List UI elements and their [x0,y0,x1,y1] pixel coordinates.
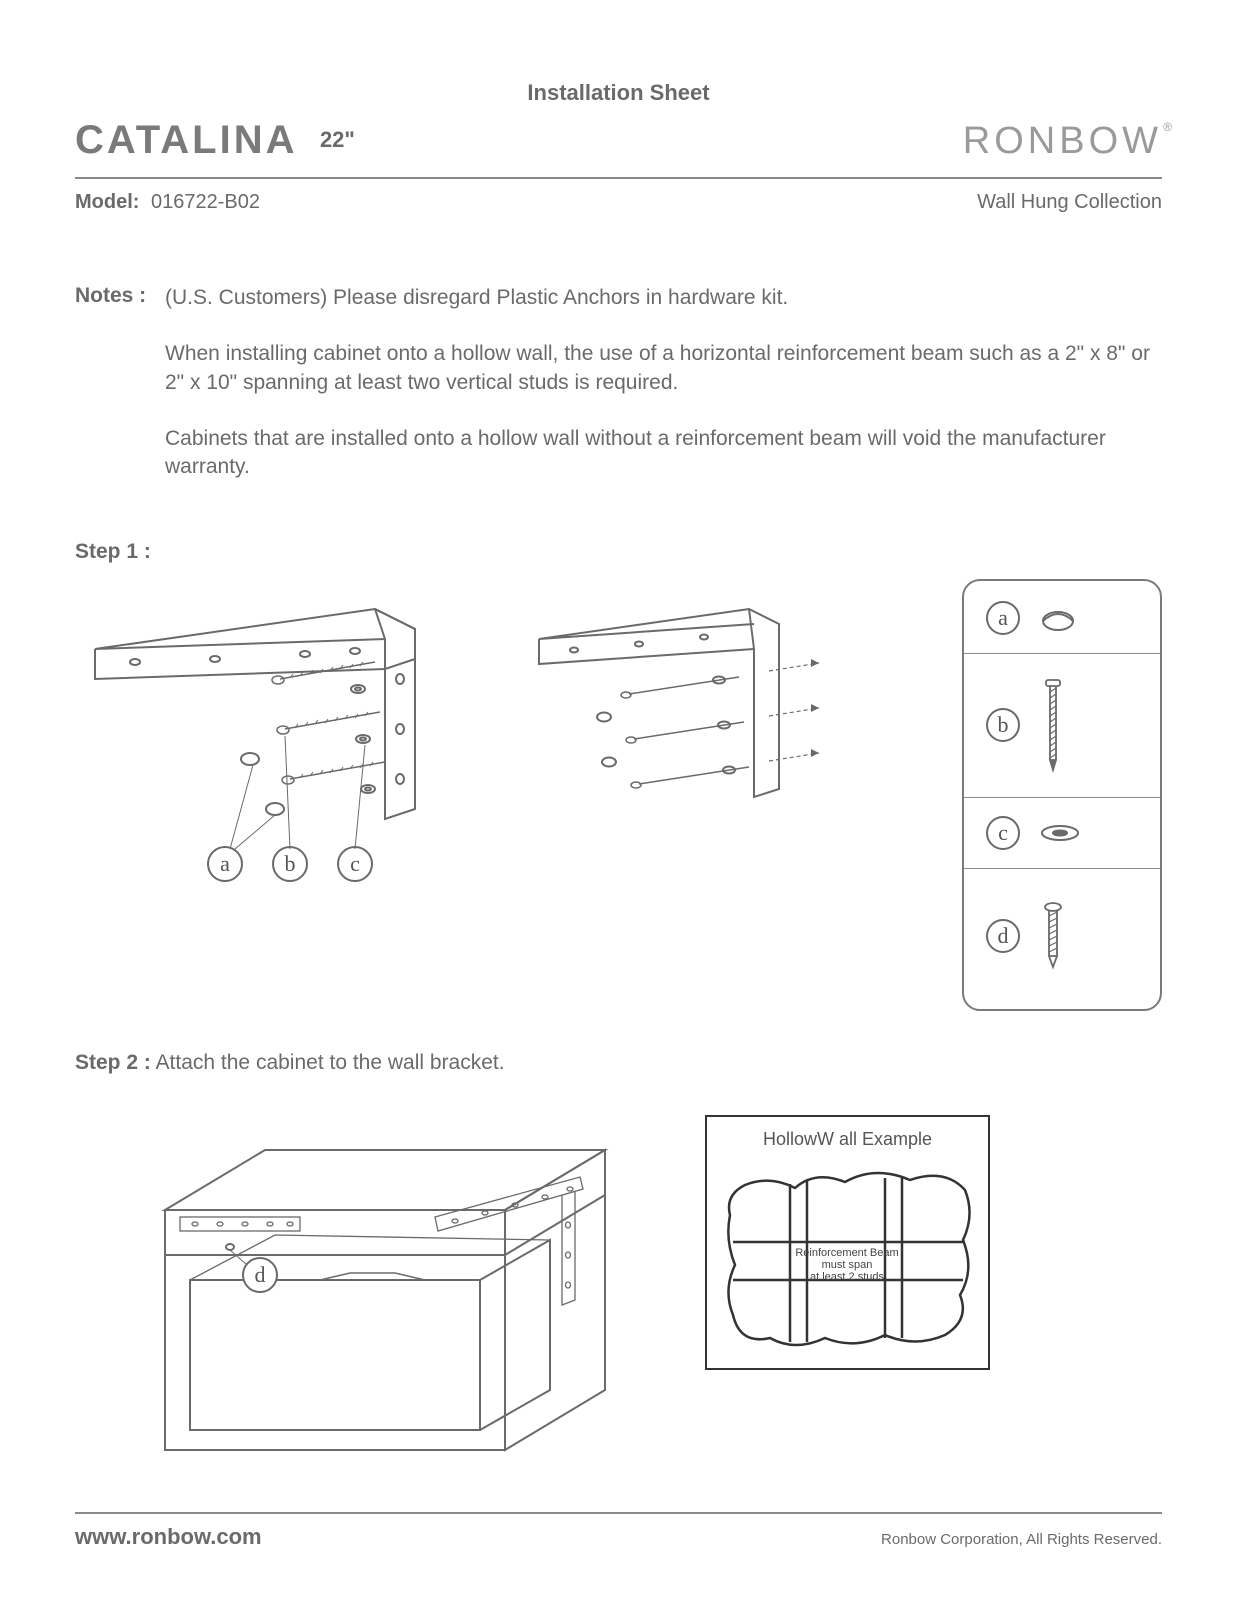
hw-row-b: b [964,654,1160,798]
hardware-legend: a b c d [962,579,1162,1011]
label-d: d [255,1262,266,1287]
beam-line3: at least 2 studs [810,1271,884,1283]
letter-c: c [986,816,1020,850]
brand-mark: ® [1163,120,1176,134]
product-name: CATALINA [75,118,297,162]
screw-icon [1038,678,1068,773]
notes-p3: Cabinets that are installed onto a hollo… [165,425,1162,482]
notes-p2: When installing cabinet onto a hollow wa… [165,340,1162,397]
model-left: Model: 016722-B02 [75,191,260,214]
anchor-screw-icon [1038,901,1068,971]
notes-p1: (U.S. Customers) Please disregard Plasti… [165,284,1162,312]
hw-row-a: a [964,591,1160,654]
model-label: Model: [75,191,139,213]
washer-icon [1038,823,1082,843]
footer: www.ronbow.com Ronbow Corporation, All R… [75,1512,1162,1550]
beam-line2: must span [822,1259,873,1271]
letter-d: d [986,919,1020,953]
model-number: 016722-B02 [151,191,260,213]
step2-line: Step 2 : Attach the cabinet to the wall … [75,1051,1162,1075]
bracket-exploded-diagram: a b c [75,579,489,899]
hw-row-d: d [964,869,1160,999]
cap-icon [1038,603,1078,633]
label-b: b [285,851,296,876]
bracket-assembled-diagram [519,579,933,859]
product-block: CATALINA 22" [75,118,355,163]
brand-text: RONBOW [963,120,1162,162]
step2-label: Step 2 : [75,1051,151,1074]
footer-rule [75,1512,1162,1514]
notes-block: Notes : (U.S. Customers) Please disregar… [75,284,1162,510]
header-rule [75,177,1162,179]
model-row: Model: 016722-B02 Wall Hung Collection [75,191,1162,214]
step2-text: Attach the cabinet to the wall bracket. [156,1051,505,1074]
header-row: CATALINA 22" RONBOW® [75,118,1162,163]
hollow-wall-example: HollowW all Example Reinforcement Beam [705,1115,990,1370]
collection-name: Wall Hung Collection [977,191,1162,214]
doc-title: Installation Sheet [75,80,1162,106]
step1-label: Step 1 : [75,540,1162,564]
hw-row-c: c [964,798,1160,869]
brand-logo: RONBOW® [963,120,1162,163]
footer-url: www.ronbow.com [75,1524,262,1550]
cabinet-diagram: d [75,1115,615,1475]
step1-row: a b c [75,579,1162,1011]
letter-a: a [986,601,1020,635]
footer-copyright: Ronbow Corporation, All Rights Reserved. [881,1531,1162,1548]
hollow-title: HollowW all Example [715,1129,980,1150]
step2-row: d HollowW all Example [75,1115,1162,1475]
notes-body: (U.S. Customers) Please disregard Plasti… [165,284,1162,510]
letter-b: b [986,708,1020,742]
page: Installation Sheet CATALINA 22" RONBOW® … [0,0,1237,1600]
beam-line1: Reinforcement Beam [795,1247,898,1259]
label-a: a [220,851,230,876]
notes-label: Notes : [75,284,165,510]
label-c: c [350,851,360,876]
product-size: 22" [320,127,355,152]
footer-row: www.ronbow.com Ronbow Corporation, All R… [75,1524,1162,1550]
